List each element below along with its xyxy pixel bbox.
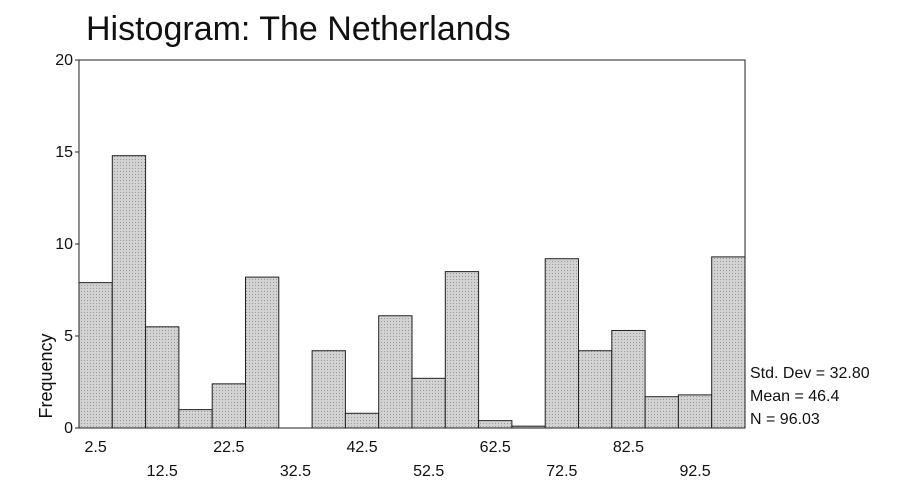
bar-37.5 [311, 350, 346, 429]
bar-57.5 [444, 271, 480, 429]
x-tick-label: 52.5 [413, 463, 444, 480]
y-axis-label: Frequency [36, 333, 56, 418]
bar-67.5 [511, 425, 546, 429]
x-tick-label: 82.5 [613, 439, 644, 456]
x-axis: 2.5 22.5 42.5 62.5 82.5 12.5 32.5 52.5 72.5 92.5 [85, 439, 711, 480]
bar-52.5 [411, 377, 446, 429]
bar-27.5 [245, 276, 280, 429]
x-tick-label: 62.5 [480, 439, 511, 456]
stat-std-dev: Std. Dev = 32.80 [750, 365, 870, 382]
y-axis: 0 5 10 15 20 [55, 52, 79, 437]
bar-87.5 [644, 396, 679, 429]
bar-77.5 [578, 350, 613, 429]
bar-97.5 [711, 256, 746, 429]
bar-12.5 [145, 326, 180, 429]
x-tick-label: 22.5 [213, 439, 244, 456]
x-tick-label: 2.5 [85, 439, 107, 456]
bar-22.5 [211, 383, 246, 429]
bar-7.5 [111, 155, 147, 429]
x-tick-label: 72.5 [546, 463, 577, 480]
x-tick-label: 42.5 [346, 439, 377, 456]
bar-42.5 [344, 412, 380, 429]
bar-2.5 [78, 282, 113, 429]
bars-group [78, 155, 746, 429]
stat-mean: Mean = 46.4 [750, 388, 840, 405]
bar-92.5 [677, 394, 713, 429]
bar-47.5 [378, 315, 413, 429]
bar-72.5 [544, 258, 580, 429]
y-tick-label: 0 [64, 420, 73, 437]
y-tick-label: 20 [55, 52, 73, 69]
bar-62.5 [478, 420, 513, 429]
y-tick-label: 15 [55, 144, 73, 161]
x-tick-label: 12.5 [147, 463, 178, 480]
y-tick-label: 10 [55, 236, 73, 253]
x-tick-label: 32.5 [280, 463, 311, 480]
bar-17.5 [178, 409, 213, 429]
bar-82.5 [611, 329, 646, 429]
y-tick-label: 5 [64, 328, 73, 345]
x-tick-label: 92.5 [679, 463, 710, 480]
stat-n: N = 96.03 [750, 411, 820, 428]
chart-title: Histogram: The Netherlands [86, 10, 511, 48]
